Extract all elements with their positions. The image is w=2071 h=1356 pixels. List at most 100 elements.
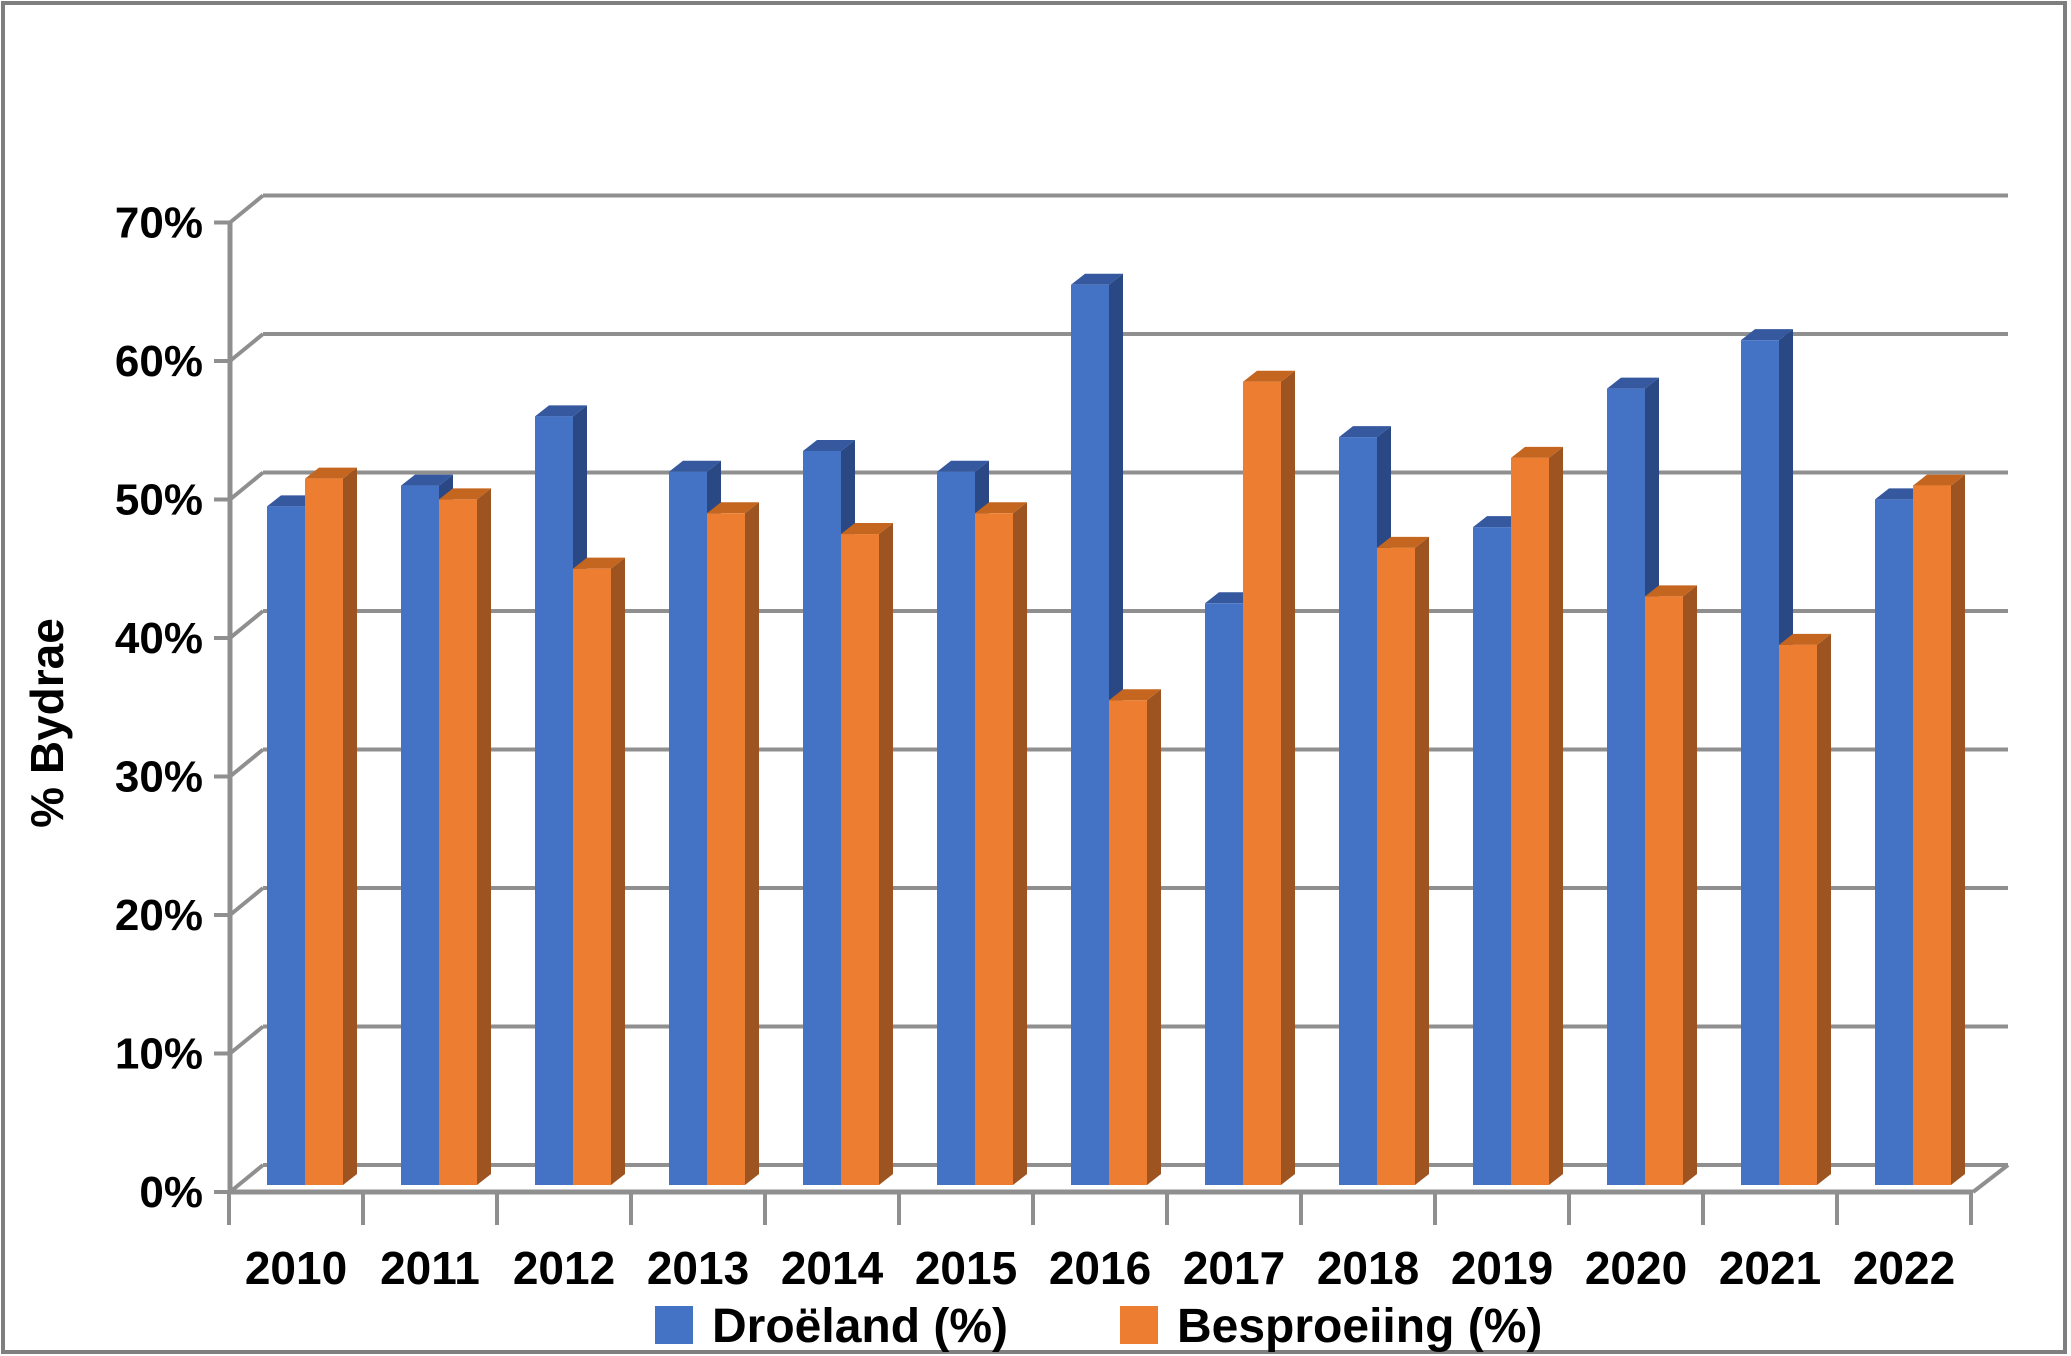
bar-2013-besproeiing (707, 502, 759, 1185)
bar-front-face (573, 568, 611, 1185)
bar-top-face (841, 523, 893, 535)
bar-front-face (1875, 499, 1913, 1185)
bar-front-face (707, 513, 745, 1185)
bar-front-face (1511, 457, 1549, 1185)
bar-2019-besproeiing (1511, 446, 1563, 1185)
bar-side-face (477, 488, 491, 1185)
bar-2021-besproeiing (1779, 633, 1831, 1185)
x-category-label-2013: 2013 (647, 1242, 749, 1294)
bar-2015-besproeiing (975, 502, 1027, 1185)
bar-top-face (1377, 536, 1429, 548)
bar-front-face (535, 416, 573, 1185)
bar-top-face (1741, 329, 1793, 341)
bar-top-face (573, 557, 625, 569)
bar-top-face (1511, 446, 1563, 458)
bar-side-face (1549, 446, 1563, 1185)
bar-front-face (1205, 603, 1243, 1185)
y-tick-label-20: 20% (115, 891, 203, 940)
bar-front-face (1913, 485, 1951, 1185)
bars-layer (267, 273, 1965, 1186)
legend: Droëland (%) Besproeiing (%) (655, 1300, 1542, 1353)
y-tick-label-70: 70% (115, 199, 203, 248)
bar-top-face (1339, 426, 1391, 438)
bar-side-face (343, 467, 357, 1185)
bar-top-face (439, 488, 491, 500)
bar-front-face (1109, 700, 1147, 1185)
bar-2017-besproeiing (1243, 370, 1295, 1185)
bar-side-face (745, 502, 759, 1185)
bar-2020-besproeiing (1645, 585, 1697, 1185)
bar-side-face (1013, 502, 1027, 1185)
axis-labels-layer: 0% 10% 20% 30% 40% 50% 60% 70% 2010 2011 2012 2013 2… (115, 199, 1955, 1295)
x-category-label-2021: 2021 (1719, 1242, 1821, 1294)
bar-side-face (1415, 536, 1429, 1185)
bar-top-face (1071, 273, 1123, 285)
bar-front-face (669, 471, 707, 1186)
bar-front-face (1377, 547, 1415, 1185)
bar-top-face (937, 460, 989, 472)
x-category-label-2014: 2014 (781, 1242, 884, 1294)
gridline-slant-30 (228, 747, 265, 779)
bar-top-face (975, 502, 1027, 514)
bar-side-face (1817, 633, 1831, 1185)
bar-side-face (611, 557, 625, 1185)
bar-2011-besproeiing (439, 488, 491, 1185)
x-category-label-2010: 2010 (245, 1242, 347, 1294)
bar-front-face (439, 499, 477, 1185)
gridline-slant-0 (228, 1163, 265, 1194)
bar-top-face (1913, 474, 1965, 486)
bar-top-face (1607, 377, 1659, 389)
x-category-label-2015: 2015 (915, 1242, 1017, 1294)
gridline-slant-70 (228, 193, 265, 225)
bar-front-face (803, 450, 841, 1185)
bar-2018-besproeiing (1377, 536, 1429, 1185)
gridline-slant-10 (228, 1024, 265, 1056)
bar-side-face (1683, 585, 1697, 1185)
bar-front-face (305, 478, 343, 1185)
bar-2010-besproeiing (305, 467, 357, 1185)
bar-top-face (1109, 689, 1161, 701)
gridline-slant-50 (228, 470, 265, 502)
legend-label-droeland: Droëland (%) (712, 1300, 1008, 1353)
bar-2022-besproeiing (1913, 474, 1965, 1185)
legend-label-besproeiing: Besproeiing (%) (1177, 1300, 1542, 1353)
gridline-slant-40 (228, 609, 265, 640)
legend-swatch-besproeiing (1120, 1306, 1158, 1344)
bar-front-face (401, 485, 439, 1185)
gridline-slant-20 (228, 886, 265, 917)
bar-top-face (401, 474, 453, 486)
bar-2016-besproeiing (1109, 689, 1161, 1185)
bar-top-face (535, 405, 587, 417)
floor-right-edge (1971, 1163, 2010, 1194)
x-category-label-2016: 2016 (1049, 1242, 1151, 1294)
bar-front-face (975, 513, 1013, 1185)
y-tick-label-50: 50% (115, 476, 203, 525)
bar-front-face (841, 534, 879, 1185)
bar-front-face (937, 471, 975, 1186)
axes-layer (227, 222, 2010, 1225)
bar-front-face (1071, 284, 1109, 1185)
x-category-label-2019: 2019 (1451, 1242, 1553, 1294)
bar-top-face (1779, 633, 1831, 645)
y-tick-label-60: 60% (115, 337, 203, 386)
y-tick-label-40: 40% (115, 614, 203, 663)
bar-top-face (305, 467, 357, 479)
bar-front-face (1473, 527, 1511, 1185)
x-category-label-2018: 2018 (1317, 1242, 1419, 1294)
bar-top-face (707, 502, 759, 514)
bar-top-face (669, 460, 721, 472)
bar-top-face (803, 439, 855, 451)
bar-side-face (1147, 689, 1161, 1185)
y-axis-title: % Bydrae (21, 618, 73, 828)
bar-front-face (1339, 437, 1377, 1186)
x-category-label-2017: 2017 (1183, 1242, 1285, 1294)
x-category-label-2022: 2022 (1853, 1242, 1955, 1294)
bar-side-face (1951, 474, 1965, 1185)
x-category-label-2011: 2011 (380, 1242, 480, 1294)
bar-front-face (1779, 644, 1817, 1185)
bar-2014-besproeiing (841, 523, 893, 1185)
bar-front-face (1243, 381, 1281, 1185)
